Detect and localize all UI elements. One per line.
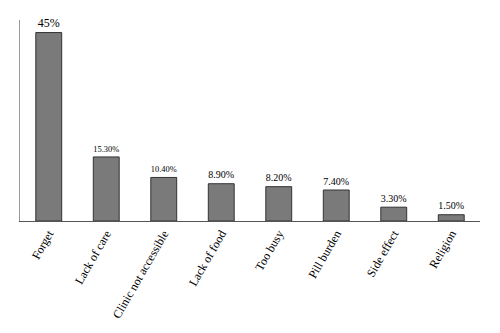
svg-text:Forget: Forget <box>29 227 57 262</box>
svg-text:Too busy: Too busy <box>252 228 286 273</box>
svg-text:1.50%: 1.50% <box>438 200 464 211</box>
svg-text:10.40%: 10.40% <box>151 165 177 174</box>
svg-text:15.30%: 15.30% <box>93 145 119 154</box>
svg-text:Pill burden: Pill burden <box>305 228 344 281</box>
svg-text:8.20%: 8.20% <box>266 172 292 183</box>
svg-text:Lack of care: Lack of care <box>72 228 114 287</box>
svg-text:7.40%: 7.40% <box>323 176 349 187</box>
svg-text:Side effect: Side effect <box>364 227 402 279</box>
svg-text:3.30%: 3.30% <box>381 193 407 204</box>
svg-text:45%: 45% <box>38 16 60 30</box>
svg-text:8.90%: 8.90% <box>208 169 234 180</box>
svg-text:Clinic not accessible: Clinic not accessible <box>110 228 172 321</box>
svg-text:Lack of food: Lack of food <box>186 228 229 289</box>
svg-text:Religion: Religion <box>426 228 459 271</box>
